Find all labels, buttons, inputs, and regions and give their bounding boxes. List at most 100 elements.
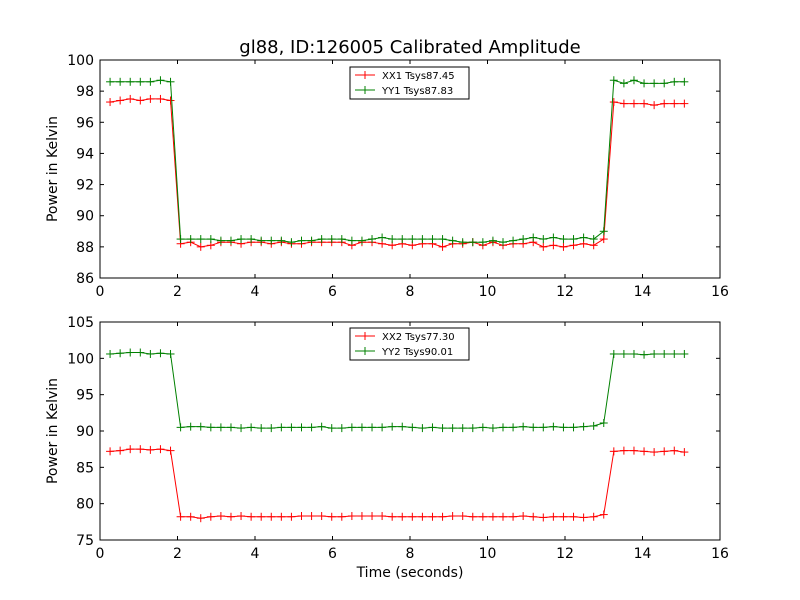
- data-point: [297, 423, 306, 432]
- data-point: [438, 424, 447, 433]
- x-tick-label: 4: [251, 546, 260, 562]
- data-point: [458, 238, 467, 247]
- data-point: [106, 349, 115, 358]
- data-point: [267, 236, 276, 245]
- data-point: [640, 350, 649, 359]
- data-point: [609, 447, 618, 456]
- x-tick-label: 10: [479, 546, 497, 562]
- data-point: [166, 446, 175, 455]
- data-point: [337, 424, 346, 433]
- data-point: [347, 512, 356, 521]
- data-point: [408, 423, 417, 432]
- data-point: [519, 512, 528, 521]
- data-point: [650, 448, 659, 457]
- x-tick-label: 4: [251, 284, 260, 300]
- data-point: [136, 348, 145, 357]
- data-point: [640, 447, 649, 456]
- data-point: [136, 96, 145, 105]
- data-point: [488, 424, 497, 433]
- data-point: [438, 242, 447, 251]
- data-point: [599, 419, 608, 428]
- data-point: [196, 514, 205, 523]
- x-tick-label: 8: [406, 284, 415, 300]
- data-point: [478, 423, 487, 432]
- data-point: [166, 96, 175, 105]
- data-point: [277, 423, 286, 432]
- x-tick-label: 14: [634, 546, 652, 562]
- data-point: [106, 447, 115, 456]
- data-point: [680, 77, 689, 86]
- data-point: [569, 512, 578, 521]
- data-point: [448, 424, 457, 433]
- data-point: [146, 94, 155, 103]
- data-point: [509, 236, 518, 245]
- data-point: [589, 421, 598, 430]
- data-point: [499, 238, 507, 247]
- data-point: [327, 424, 336, 433]
- data-point: [186, 512, 195, 521]
- legend-label: XX2 Tsys77.30: [382, 332, 455, 343]
- data-point: [619, 446, 628, 455]
- data-point: [468, 424, 477, 433]
- data-point: [559, 423, 568, 432]
- data-point: [398, 235, 407, 244]
- data-point: [660, 99, 669, 108]
- data-point: [519, 235, 528, 244]
- data-point: [428, 512, 437, 521]
- data-point: [529, 423, 538, 432]
- data-point: [156, 445, 165, 454]
- y-tick-label: 94: [76, 146, 94, 162]
- legend-entry: XX1 Tsys87.45: [355, 71, 455, 82]
- y-tick-label: 80: [76, 497, 94, 513]
- x-tick-label: 0: [96, 546, 105, 562]
- data-point: [428, 235, 437, 244]
- data-point: [307, 423, 316, 432]
- y-tick-label: 90: [76, 209, 94, 225]
- data-point: [196, 242, 205, 251]
- data-point: [126, 445, 135, 454]
- data-point: [257, 236, 266, 245]
- data-point: [468, 238, 477, 247]
- data-point: [176, 235, 185, 244]
- data-point: [287, 238, 296, 247]
- x-tick-label: 2: [173, 284, 182, 300]
- series-line: [110, 79, 685, 243]
- data-point: [347, 236, 356, 245]
- data-point: [317, 422, 326, 431]
- data-point: [166, 77, 175, 86]
- data-point: [579, 233, 588, 242]
- data-point: [226, 512, 235, 521]
- data-point: [206, 235, 215, 244]
- x-tick-label: 2: [173, 546, 182, 562]
- data-point: [116, 77, 125, 86]
- data-point: [458, 424, 467, 433]
- data-point: [388, 235, 397, 244]
- data-point: [549, 512, 558, 521]
- x-tick-label: 12: [556, 284, 574, 300]
- data-point: [599, 227, 608, 236]
- data-point: [388, 422, 397, 431]
- data-point: [599, 235, 608, 244]
- data-point: [529, 233, 538, 242]
- data-point: [257, 512, 266, 521]
- x-tick-label: 6: [328, 546, 337, 562]
- data-point: [589, 235, 598, 244]
- data-point: [579, 513, 588, 522]
- y-tick-label: 96: [76, 115, 94, 131]
- legend-label: YY1 Tsys87.83: [381, 86, 453, 97]
- x-tick-label: 16: [711, 284, 729, 300]
- data-point: [418, 235, 427, 244]
- legend-entry: YY2 Tsys90.01: [355, 347, 453, 358]
- x-tick-label: 6: [328, 284, 337, 300]
- bottom-panel: 0 2 4 6 8 10 12 14 16 75 80 85 90 95 100 105 Power in Ke…: [45, 315, 729, 581]
- data-point: [458, 512, 467, 521]
- data-point: [106, 98, 115, 107]
- legend-box: [349, 327, 470, 361]
- data-point: [146, 77, 155, 86]
- data-point: [267, 424, 276, 433]
- data-point: [357, 423, 366, 432]
- legend: XX2 Tsys77.30 YY2 Tsys90.01: [349, 327, 470, 361]
- data-point: [166, 349, 175, 358]
- data-point: [267, 512, 276, 521]
- x-tick-label: 0: [96, 284, 105, 300]
